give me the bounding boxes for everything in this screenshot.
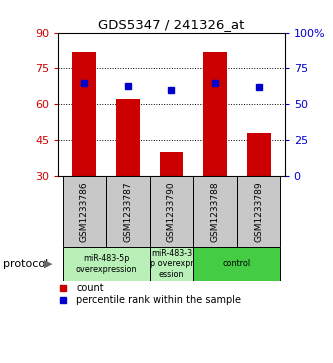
- Bar: [193, 176, 237, 247]
- Bar: [72, 52, 96, 176]
- Text: GSM1233787: GSM1233787: [124, 181, 133, 242]
- Bar: [247, 133, 270, 176]
- Bar: [237, 176, 280, 247]
- Text: control: control: [223, 259, 251, 268]
- Text: GSM1233789: GSM1233789: [254, 181, 263, 242]
- Bar: [63, 247, 150, 281]
- Bar: [106, 176, 150, 247]
- Text: GSM1233786: GSM1233786: [80, 181, 89, 242]
- Bar: [63, 176, 106, 247]
- Text: count: count: [76, 283, 104, 293]
- Bar: [150, 247, 193, 281]
- Text: miR-483-3
p overexpr
ession: miR-483-3 p overexpr ession: [150, 249, 193, 279]
- Bar: [193, 247, 280, 281]
- Text: GSM1233788: GSM1233788: [210, 181, 219, 242]
- Text: protocol: protocol: [3, 259, 49, 269]
- Text: ▶: ▶: [44, 259, 53, 269]
- Text: percentile rank within the sample: percentile rank within the sample: [76, 295, 241, 305]
- Bar: [150, 176, 193, 247]
- Bar: [160, 152, 183, 176]
- Bar: [116, 99, 140, 176]
- Bar: [203, 52, 227, 176]
- Text: GSM1233790: GSM1233790: [167, 181, 176, 242]
- Title: GDS5347 / 241326_at: GDS5347 / 241326_at: [98, 19, 245, 32]
- Text: miR-483-5p
overexpression: miR-483-5p overexpression: [76, 254, 137, 274]
